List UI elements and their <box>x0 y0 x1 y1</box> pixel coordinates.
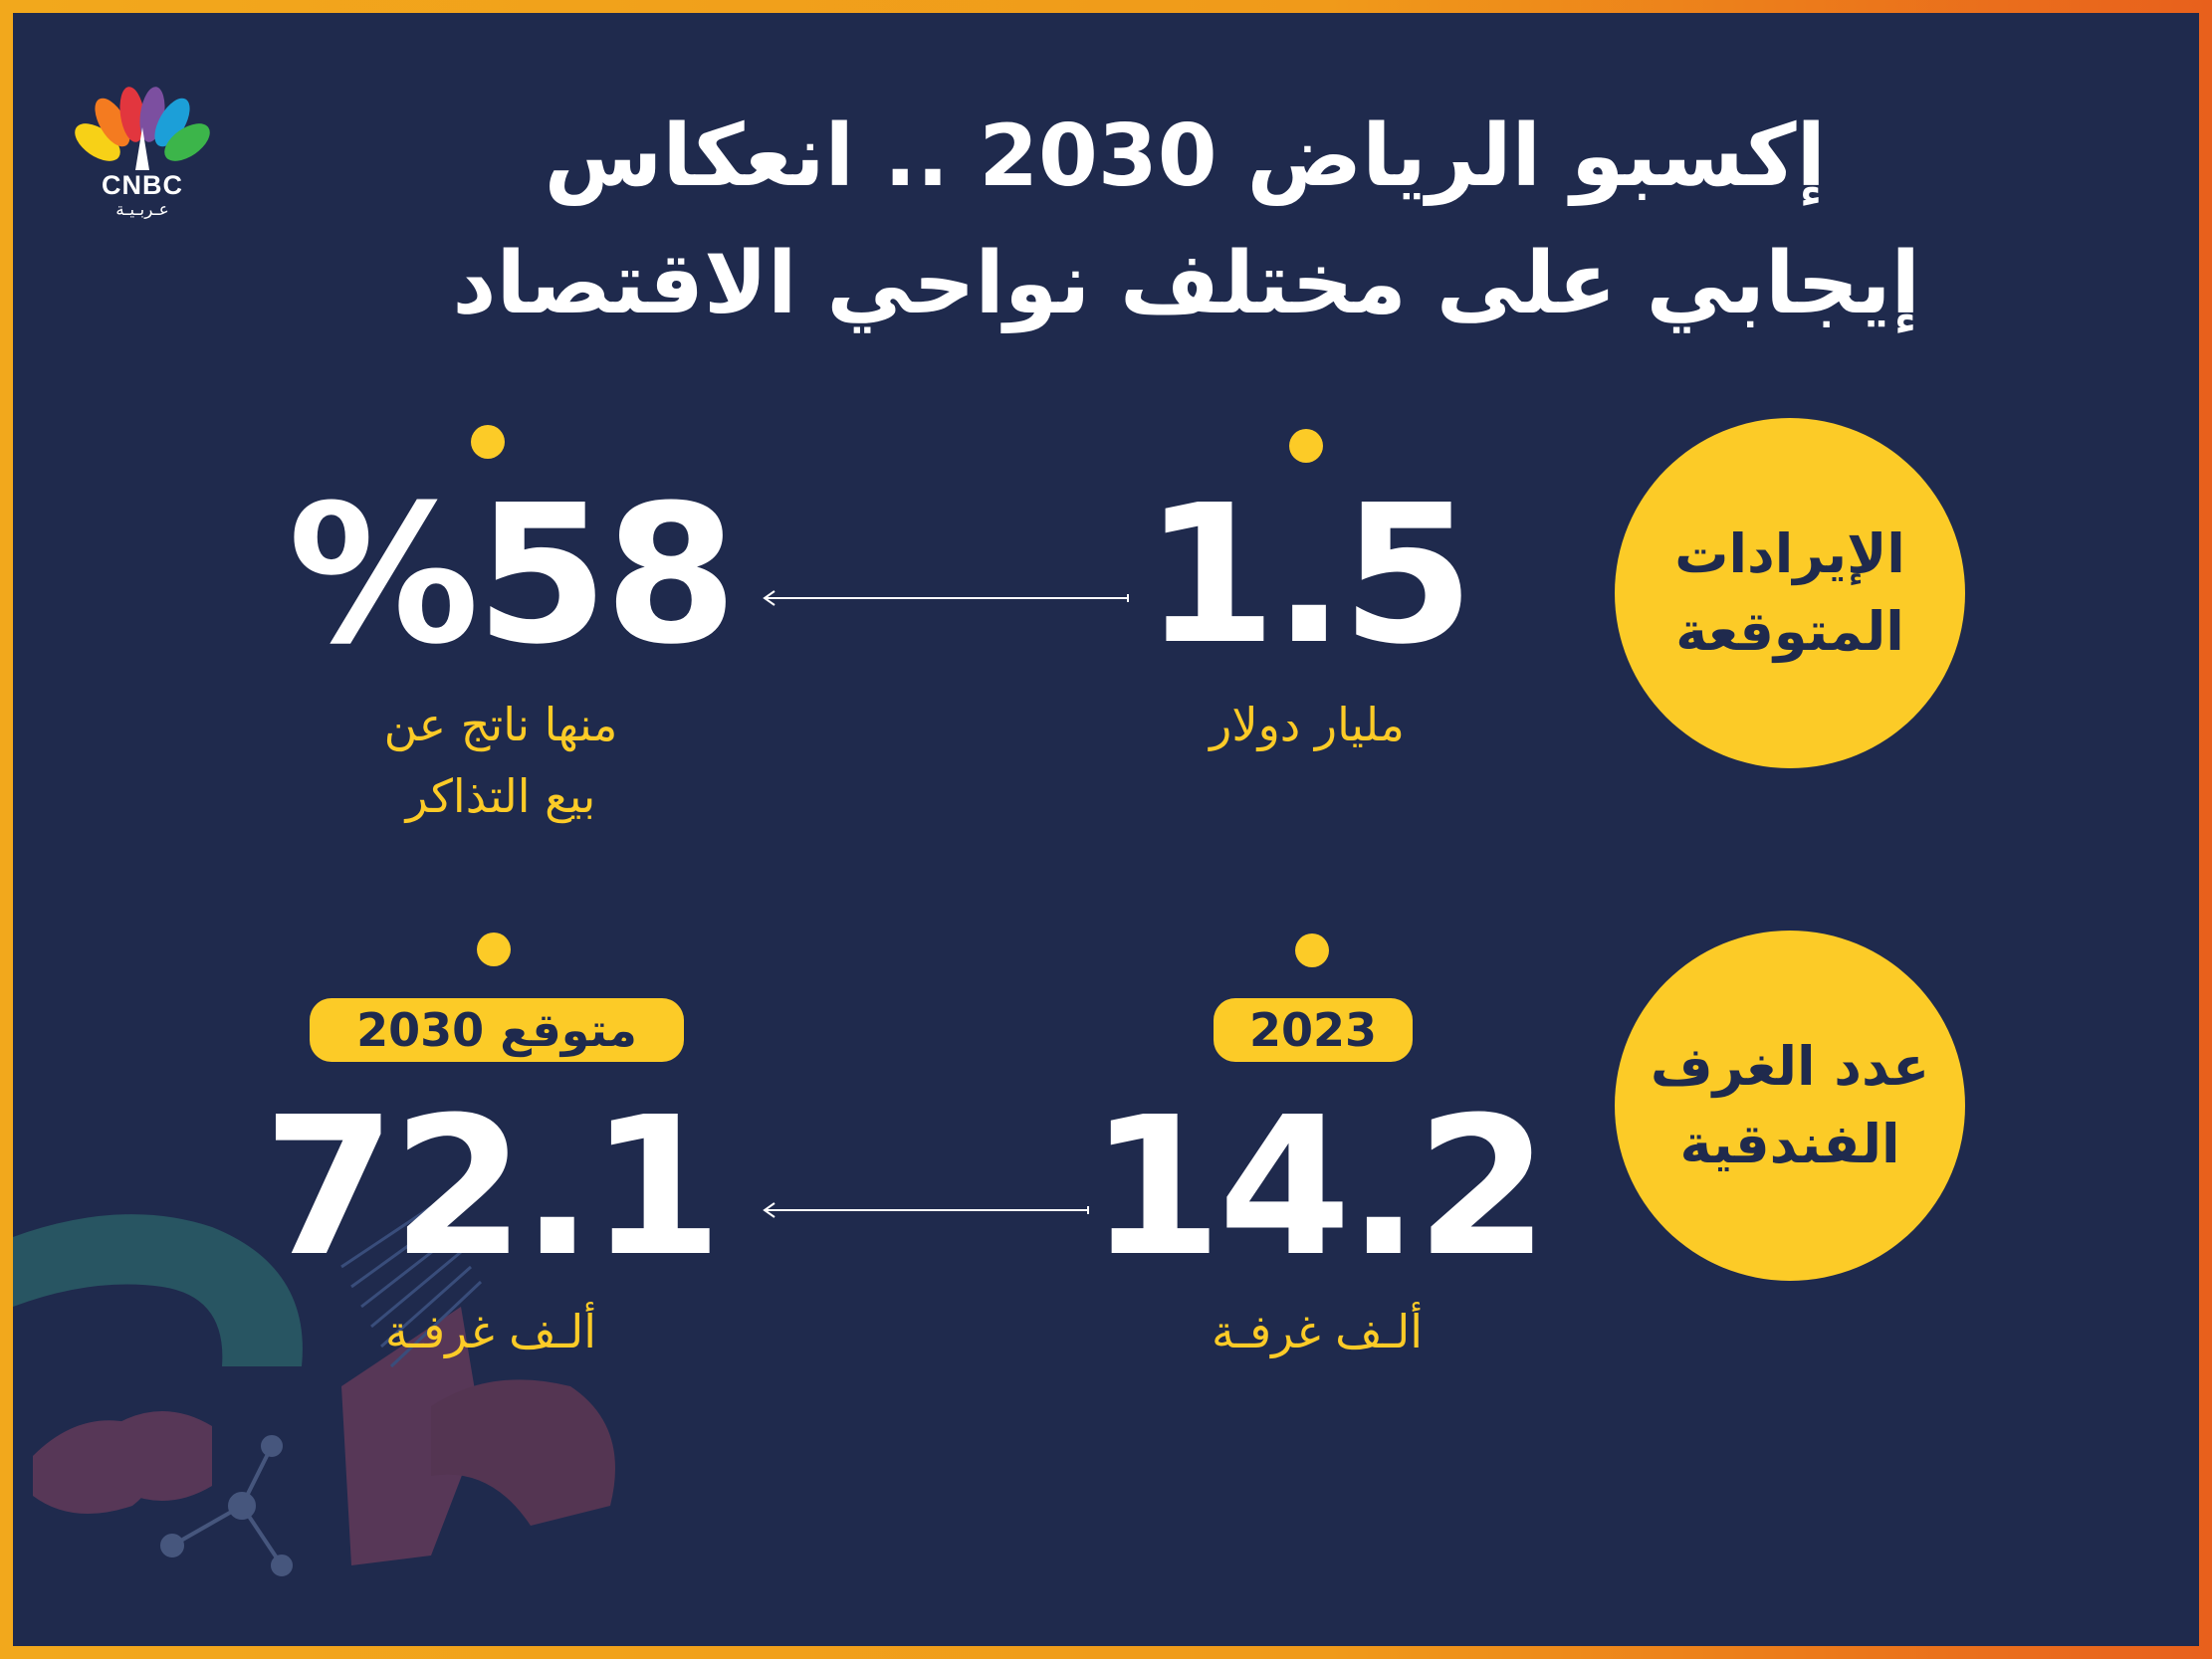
ticket-share-line-1: منها ناتج عن <box>383 698 618 751</box>
revenue-label-line-2: المتوقعة <box>1675 600 1904 663</box>
logo-subtitle: عـربـيـة <box>115 200 169 220</box>
ticket-share-value: %58 <box>288 465 738 687</box>
expected-year-badge: متوقع 2030 <box>310 998 684 1062</box>
page-title: إكسبو الرياض 2030 .. انعكاس إيجابي على م… <box>328 93 1920 347</box>
hotel-rooms-category-circle: عدد الغرف الفندقية <box>1615 931 1965 1281</box>
current-year-badge: 2023 <box>1214 998 1413 1062</box>
revenue-label-line-1: الإيرادات <box>1674 522 1905 585</box>
revenue-value-dot <box>1289 429 1323 463</box>
title-line-1: إكسبو الرياض 2030 .. انعكاس <box>544 106 1826 206</box>
revenue-value: 1.5 <box>1143 465 1474 687</box>
peacock-icon <box>75 87 210 170</box>
title-line-2: إيجابي على مختلف نواحي الاقتصاد <box>452 234 1920 333</box>
hotels-label-line-1: عدد الغرف <box>1650 1035 1930 1098</box>
expected-rooms-unit: ألـف غرفـة <box>384 1305 597 1358</box>
hotels-label-line-2: الفندقية <box>1679 1113 1900 1175</box>
current-rooms-dot <box>1295 933 1329 967</box>
share-value-dot <box>471 425 505 459</box>
expected-rooms-dot <box>477 933 511 966</box>
revenue-unit: مليار دولار <box>1210 698 1405 751</box>
current-rooms-unit: ألـف غرفـة <box>1211 1305 1424 1358</box>
expected-rooms-value: 72.1 <box>263 1077 723 1299</box>
infographic-panel: CNBC عـربـيـة إكسبو الرياض 2030 .. انعكا… <box>13 13 2199 1646</box>
ticket-share-line-2: بيع التذاكر <box>405 769 596 823</box>
arrow-left-icon <box>763 590 1129 606</box>
cnbc-arabia-logo: CNBC عـربـيـة <box>68 83 217 232</box>
arrow-left-icon <box>763 1202 1089 1218</box>
current-rooms-value: 14.2 <box>1089 1077 1549 1299</box>
revenue-category-circle: الإيرادات المتوقعة <box>1615 418 1965 768</box>
logo-text: CNBC <box>102 170 183 200</box>
